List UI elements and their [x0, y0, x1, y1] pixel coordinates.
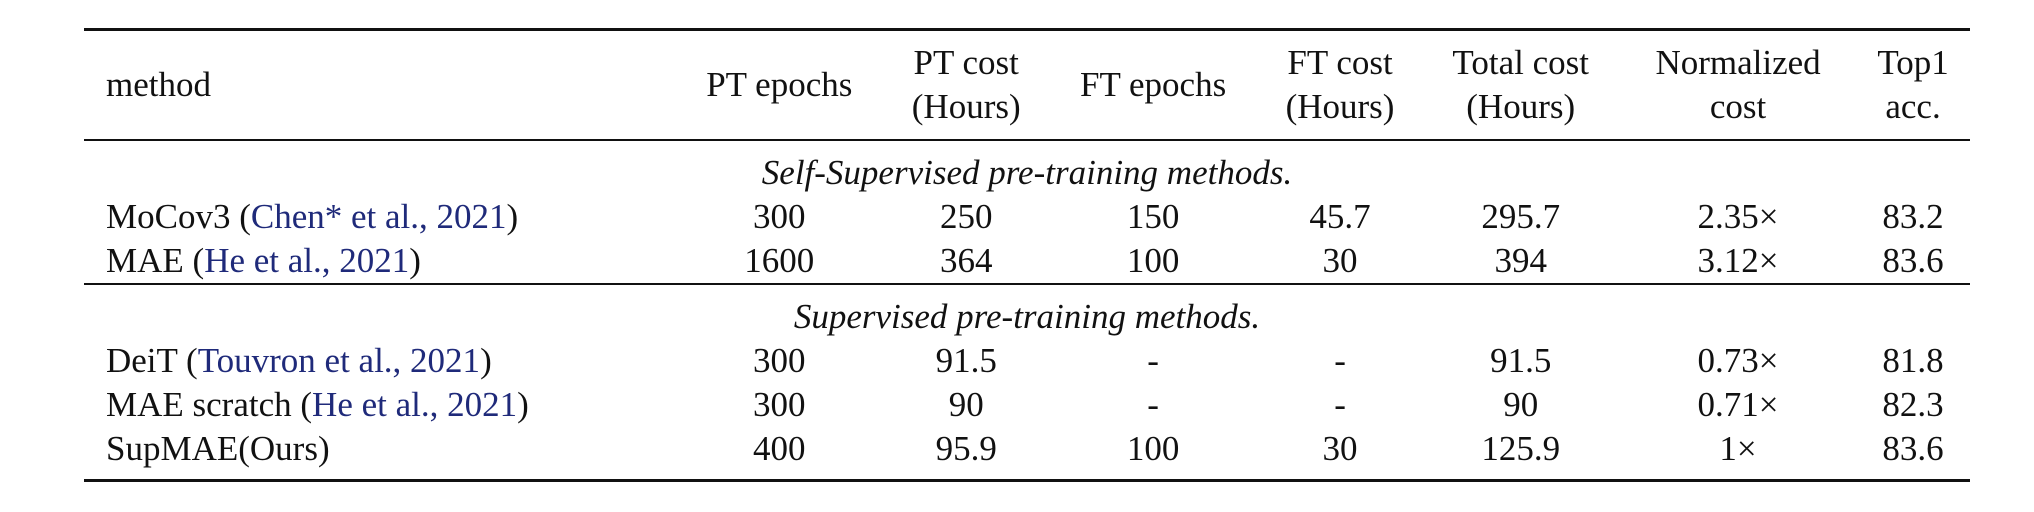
header-normalized-cost: Normalized cost	[1620, 30, 1856, 141]
ft-epochs-cell: 150	[1126, 197, 1180, 236]
header-total-cost-line1: Total cost	[1452, 43, 1589, 82]
table-row: MAE (He et al., 2021) 1600 364 100 30 39…	[84, 239, 1970, 284]
method-name: SupMAE(Ours)	[106, 429, 330, 468]
header-ft-cost: FT cost (Hours)	[1259, 30, 1422, 141]
header-method: method	[84, 30, 674, 141]
ft-cost-cell: -	[1334, 385, 1346, 424]
ft-epochs-cell: -	[1147, 385, 1159, 424]
pt-cost-cell: 364	[939, 241, 993, 280]
method-name: DeiT	[106, 341, 178, 380]
ft-epochs-cell: 100	[1126, 241, 1180, 280]
header-normalized-line2: cost	[1709, 87, 1767, 126]
top1-acc-cell: 82.3	[1882, 385, 1944, 424]
header-top1-line1: Top1	[1877, 43, 1949, 82]
method-cell: DeiT (Touvron et al., 2021)	[106, 341, 492, 380]
section-title: Supervised pre-training methods.	[793, 297, 1261, 336]
normalized-cost-cell: 0.73×	[1697, 341, 1779, 380]
total-cost-cell: 295.7	[1481, 197, 1561, 236]
method-name: MAE scratch	[106, 385, 292, 424]
ft-epochs-cell: -	[1147, 341, 1159, 380]
top1-acc-cell: 81.8	[1882, 341, 1944, 380]
cost-comparison-table: method PT epochs PT cost (Hours) FT epoch…	[84, 28, 1970, 482]
section-self-supervised: Self-Supervised pre-training methods. Mo…	[84, 140, 1970, 284]
method-name: MAE	[106, 241, 184, 280]
top1-acc-cell: 83.6	[1882, 429, 1944, 468]
normalized-cost-cell: 3.12×	[1697, 241, 1779, 280]
header-pt-cost: PT cost (Hours)	[885, 30, 1048, 141]
header-ft-cost-line2: (Hours)	[1285, 87, 1395, 126]
ft-epochs-cell: 100	[1126, 429, 1180, 468]
header-total-cost-line2: (Hours)	[1466, 87, 1576, 126]
total-cost-cell: 91.5	[1490, 341, 1552, 380]
method-name: MoCov3	[106, 197, 231, 236]
ft-cost-cell: -	[1334, 341, 1346, 380]
pt-cost-cell: 250	[939, 197, 993, 236]
pt-epochs-cell: 300	[753, 197, 806, 236]
citation-link[interactable]: Touvron et al., 2021	[197, 341, 481, 380]
citation-link[interactable]: He et al., 2021	[312, 385, 518, 424]
method-cell: SupMAE(Ours)	[84, 427, 674, 481]
section-title: Self-Supervised pre-training methods.	[761, 153, 1293, 192]
ft-cost-cell: 30	[1322, 429, 1358, 468]
header-ft-cost-line1: FT cost	[1287, 43, 1393, 82]
table-row: DeiT (Touvron et al., 2021) 300 91.5 - -…	[84, 339, 1970, 383]
table-row: MoCov3 (Chen* et al., 2021) 300 250 150 …	[84, 195, 1970, 239]
header-pt-epochs-line1: PT epochs	[706, 65, 853, 104]
top1-acc-cell: 83.2	[1882, 197, 1944, 236]
header-row: method PT epochs PT cost (Hours) FT epoch…	[84, 29, 1970, 141]
total-cost-cell: 125.9	[1481, 429, 1561, 468]
results-table-container: method PT epochs PT cost (Hours) FT epoch…	[84, 28, 1970, 482]
method-cell: MAE scratch (He et al., 2021)	[106, 385, 529, 424]
normalized-cost-cell: 2.35×	[1697, 197, 1779, 236]
header-top1-acc: Top1 acc.	[1856, 30, 1970, 141]
header-total-cost: Total cost (Hours)	[1421, 30, 1620, 141]
table-row: MAE scratch (He et al., 2021) 300 90 - -…	[84, 383, 1970, 427]
header-normalized-line1: Normalized	[1655, 43, 1821, 82]
header-pt-cost-line1: PT cost	[913, 43, 1019, 82]
header-pt-cost-line2: (Hours)	[911, 87, 1021, 126]
pt-cost-cell: 91.5	[935, 341, 997, 380]
method-cell: MoCov3 (Chen* et al., 2021)	[106, 197, 519, 236]
section-title-row: Supervised pre-training methods.	[84, 284, 1970, 339]
total-cost-cell: 90	[1503, 385, 1539, 424]
pt-epochs-cell: 1600	[744, 241, 815, 280]
top1-acc-cell: 83.6	[1882, 241, 1944, 280]
ft-cost-cell: 45.7	[1309, 197, 1371, 236]
total-cost-cell: 394	[1494, 241, 1547, 280]
pt-cost-cell: 90	[948, 385, 984, 424]
section-supervised: Supervised pre-training methods. DeiT (T…	[84, 284, 1970, 481]
header-ft-epochs: FT epochs	[1048, 30, 1259, 141]
ft-cost-cell: 30	[1322, 241, 1358, 280]
normalized-cost-cell: 1×	[1719, 429, 1757, 468]
normalized-cost-cell: 0.71×	[1697, 385, 1779, 424]
section-title-row: Self-Supervised pre-training methods.	[84, 140, 1970, 195]
header-pt-epochs: PT epochs	[674, 30, 885, 141]
header-top1-line2: acc.	[1885, 87, 1941, 126]
pt-cost-cell: 95.9	[935, 429, 997, 468]
pt-epochs-cell: 400	[753, 429, 806, 468]
header-ft-epochs-line1: FT epochs	[1080, 65, 1227, 104]
header-method-line1: method	[106, 65, 211, 104]
table-row: SupMAE(Ours) 400 95.9 100 30 125.9 1× 83…	[84, 427, 1970, 481]
pt-epochs-cell: 300	[753, 341, 806, 380]
pt-epochs-cell: 300	[753, 385, 806, 424]
citation-link[interactable]: Chen* et al., 2021	[250, 197, 507, 236]
method-cell: MAE (He et al., 2021)	[106, 241, 421, 280]
citation-link[interactable]: He et al., 2021	[204, 241, 410, 280]
